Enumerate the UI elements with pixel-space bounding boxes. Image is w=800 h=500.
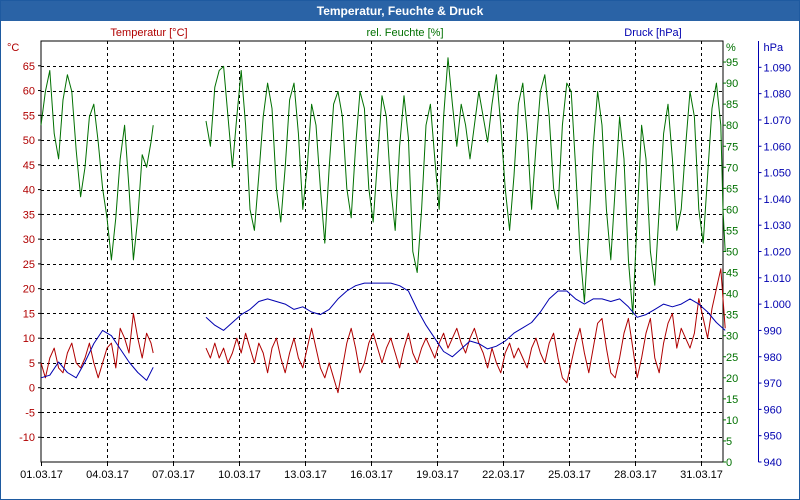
series-layer: [40, 57, 726, 394]
hum-tick-label: 40: [726, 289, 738, 301]
x-tick-label: 10.03.17: [218, 469, 261, 481]
temp-unit-label: °C: [7, 42, 19, 54]
series-line-press: [40, 329, 154, 381]
hum-tick-label: 75: [726, 141, 738, 153]
press-unit-label: hPa: [764, 42, 784, 54]
plot-area-border: [40, 40, 724, 463]
temp-tick-label: -10: [19, 432, 35, 444]
series-line-hum: [205, 57, 726, 316]
x-tick-label: 04.03.17: [86, 469, 129, 481]
x-tick-label: 22.03.17: [482, 469, 525, 481]
temp-tick-label: 25: [23, 259, 35, 271]
hum-tick-label: 45: [726, 268, 738, 280]
hum-tick-label: 95: [726, 57, 738, 69]
press-tick-label: 960: [764, 404, 782, 416]
press-tick-label: 1.070: [764, 115, 792, 127]
series-line-press: [205, 282, 726, 358]
hum-tick-label: 10: [726, 415, 738, 427]
x-tick-label: 25.03.17: [548, 469, 591, 481]
press-tick-label: 1.030: [764, 220, 792, 232]
hum-tick-label: 65: [726, 183, 738, 195]
x-tick-label: 31.03.17: [680, 469, 723, 481]
temp-tick-label: 20: [23, 284, 35, 296]
window-title: Temperatur, Feuchte & Druck: [1, 1, 799, 21]
series-line-temp: [40, 312, 154, 379]
temp-tick-label: 15: [23, 308, 35, 320]
labels-layer: 01.03.17 04.03.17 07.03.17 10.03.17 13.03.17…: [7, 27, 791, 481]
hum-axis-title: rel. Feuchte [%]: [366, 27, 443, 39]
axes-layer: [38, 40, 762, 466]
temp-tick-label: 30: [23, 234, 35, 246]
hum-tick-label: 55: [726, 225, 738, 237]
hum-tick-label: 25: [726, 352, 738, 364]
press-tick-label: 1.010: [764, 273, 792, 285]
x-tick-label: 28.03.17: [614, 469, 657, 481]
temp-tick-label: 35: [23, 209, 35, 221]
temp-tick-label: 10: [23, 333, 35, 345]
temp-tick-label: 55: [23, 110, 35, 122]
press-tick-label: 970: [764, 378, 782, 390]
press-tick-label: 940: [764, 457, 782, 469]
hum-tick-label: 15: [726, 394, 738, 406]
press-tick-label: 1.050: [764, 168, 792, 180]
x-tick-label: 07.03.17: [152, 469, 195, 481]
hum-tick-label: 35: [726, 310, 738, 322]
temp-tick-label: 50: [23, 135, 35, 147]
hum-tick-label: 85: [726, 99, 738, 111]
hum-tick-label: 80: [726, 120, 738, 132]
series-line-hum: [40, 70, 154, 261]
press-tick-label: 1.020: [764, 247, 792, 259]
hum-tick-label: 5: [726, 436, 732, 448]
temp-tick-label: 0: [29, 383, 35, 395]
hum-tick-label: 70: [726, 162, 738, 174]
temp-tick-label: 65: [23, 61, 35, 73]
hum-tick-label: 90: [726, 78, 738, 90]
x-tick-label: 01.03.17: [20, 469, 63, 481]
x-tick-label: 16.03.17: [350, 469, 393, 481]
temp-tick-label: 45: [23, 160, 35, 172]
x-tick-label: 19.03.17: [416, 469, 459, 481]
press-tick-label: 1.080: [764, 89, 792, 101]
press-tick-label: 1.040: [764, 194, 792, 206]
temp-tick-label: 60: [23, 86, 35, 98]
x-tick-label: 13.03.17: [284, 469, 327, 481]
press-tick-label: 950: [764, 431, 782, 443]
hum-tick-label: 0: [726, 457, 732, 469]
press-axis-title: Druck [hPa]: [624, 27, 681, 39]
press-tick-label: 990: [764, 325, 782, 337]
temp-tick-label: 5: [29, 358, 35, 370]
press-tick-label: 980: [764, 352, 782, 364]
grid-layer: [41, 41, 723, 462]
hum-unit-label: %: [726, 42, 736, 54]
hum-tick-label: 50: [726, 247, 738, 259]
temp-tick-label: 40: [23, 185, 35, 197]
hum-tick-label: 60: [726, 204, 738, 216]
temp-axis-title: Temperatur [°C]: [110, 27, 187, 39]
press-tick-label: 1.060: [764, 141, 792, 153]
hum-tick-label: 30: [726, 331, 738, 343]
hum-tick-label: 20: [726, 373, 738, 385]
press-tick-label: 1.090: [764, 62, 792, 74]
press-tick-label: 1.000: [764, 299, 792, 311]
series-line-temp: [205, 268, 726, 394]
temp-tick-label: -5: [25, 407, 35, 419]
